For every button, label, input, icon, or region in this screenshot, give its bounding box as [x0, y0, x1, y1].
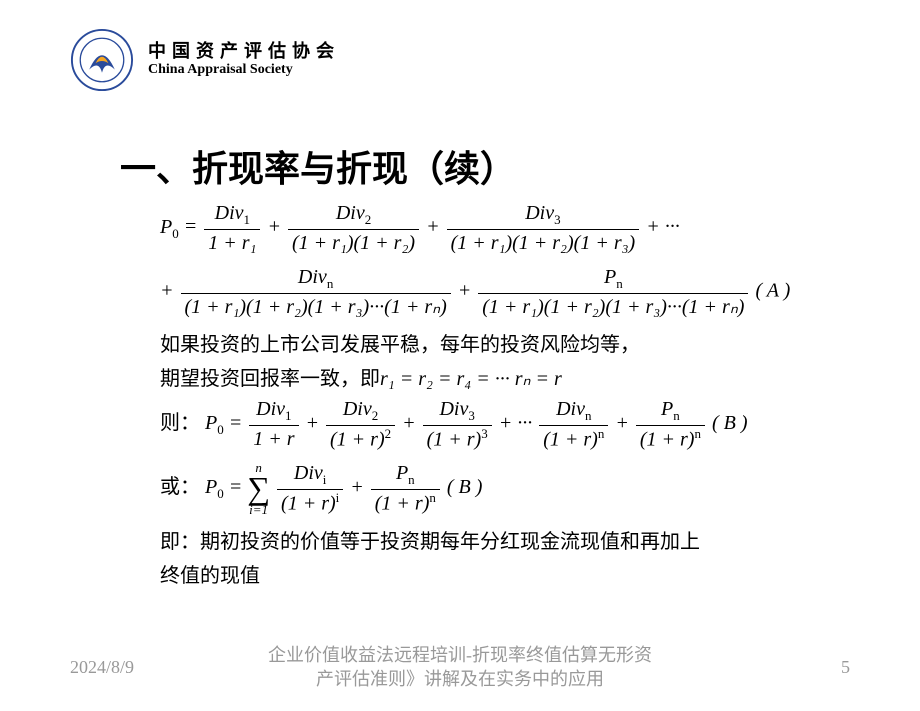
fB2-tag: ( B )	[447, 476, 483, 498]
fB2-lhs: P0	[205, 476, 224, 498]
slide: 中国资产评估协会 China Appraisal Society 一、折现率与折…	[0, 0, 920, 711]
logo-icon	[70, 28, 134, 92]
fB-t1: Div1 1 + r	[249, 396, 298, 452]
org-name-en: China Appraisal Society	[148, 62, 340, 79]
fB-t3: Div3 (1 + r)3	[423, 396, 492, 453]
formula-a-row2: + Divn (1 + r₁)(1 + r₂)(1 + r₃)···(1 + r…	[160, 264, 850, 320]
footer-page: 5	[841, 657, 850, 678]
label-or: 或：	[160, 476, 200, 498]
footer-title: 企业价值收益法远程培训-折现率终值估算无形资 产评估准则》讲解及在实务中的应用	[0, 644, 920, 691]
fB-lhs: P0	[205, 412, 224, 434]
formula-b2-row: 或： P0 = n ∑ i=1 Divi (1 + r)i + Pn (1 + …	[160, 460, 850, 517]
fB2-t1: Divi (1 + r)i	[277, 460, 343, 517]
fA-lhs: P0	[160, 216, 179, 238]
org-name-cn: 中国资产评估协会	[148, 41, 340, 63]
footer-date: 2024/8/9	[70, 657, 134, 678]
fA-tag: ( A )	[755, 279, 790, 301]
header: 中国资产评估协会 China Appraisal Society	[70, 28, 340, 92]
footer: 2024/8/9 企业价值收益法远程培训-折现率终值估算无形资 产评估准则》讲解…	[0, 644, 920, 691]
text-block-2-l1: 即：期初投资的价值等于投资期每年分红现金流现值和再加上	[160, 525, 850, 559]
formula-a-row1: P0 = Div1 1 + r₁ + Div2 (1 + r₁)(1 + r₂)…	[160, 200, 850, 256]
fA-term2: Div2 (1 + r₁)(1 + r₂)	[288, 200, 419, 256]
text-block-1-l2: 期望投资回报率一致，即r₁ = r₂ = r₄ = ··· rₙ = r	[160, 362, 850, 396]
label-then: 则：	[160, 412, 200, 434]
fB-t2: Div2 (1 + r)2	[326, 396, 395, 453]
fB-tag: ( B )	[712, 412, 748, 434]
fA-term-n: Divn (1 + r₁)(1 + r₂)(1 + r₃)···(1 + rₙ)	[181, 264, 451, 320]
slide-body: P0 = Div1 1 + r₁ + Div2 (1 + r₁)(1 + r₂)…	[160, 200, 850, 593]
slide-title: 一、折现率与折现（续）	[120, 140, 516, 192]
fB-pn: Pn (1 + r)n	[636, 396, 705, 453]
equals: =	[184, 216, 203, 238]
equal-rates: r₁ = r₂ = r₄ = ··· rₙ = r	[380, 368, 562, 390]
sigma-icon: n ∑ i=1	[247, 461, 270, 516]
text-block-1-l1: 如果投资的上市公司发展平稳，每年的投资风险均等，	[160, 328, 850, 362]
text-block-2-l2: 终值的现值	[160, 559, 850, 593]
fA-term-pn: Pn (1 + r₁)(1 + r₂)(1 + r₃)···(1 + rₙ)	[478, 264, 748, 320]
formula-b-row: 则： P0 = Div1 1 + r + Div2 (1 + r)2 + Div…	[160, 396, 850, 453]
fA-term3: Div3 (1 + r₁)(1 + r₂)(1 + r₃)	[447, 200, 640, 256]
org-name-block: 中国资产评估协会 China Appraisal Society	[148, 41, 340, 79]
fB2-t2: Pn (1 + r)n	[371, 460, 440, 517]
fA-term1: Div1 1 + r₁	[204, 200, 260, 256]
fB-tn: Divn (1 + r)n	[539, 396, 608, 453]
